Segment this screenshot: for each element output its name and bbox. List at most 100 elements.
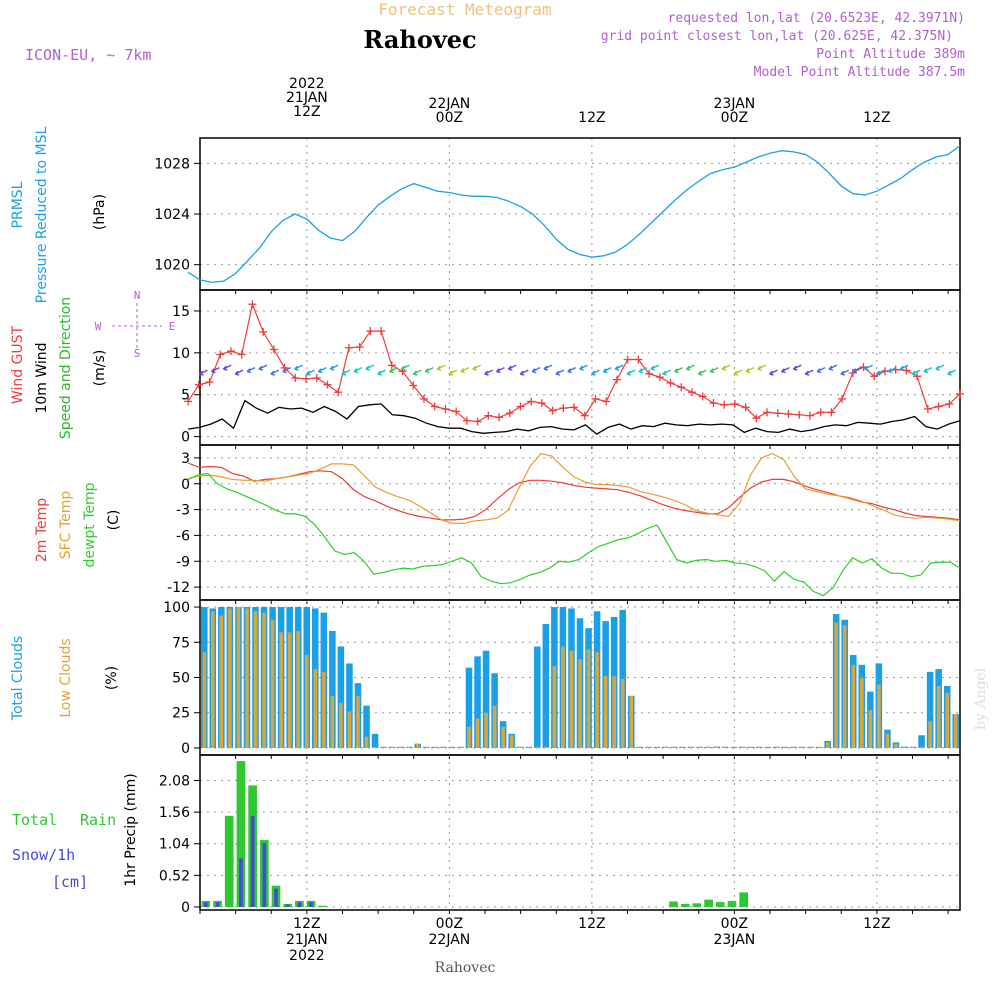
total-cloud-bar [534,646,541,748]
low-cloud-bar [219,615,224,748]
dewpt-label: dewpt Temp [82,482,98,567]
time-label-bottom: 23JAN [714,932,756,948]
total-cloud-bar [926,671,934,748]
wind-direction-arrow [507,364,517,371]
snow-bar [250,815,255,907]
pressure-line [187,145,961,284]
wind-direction-arrow [626,369,636,376]
low-cloud-bar [535,746,540,748]
low-cloud-bar [296,631,300,748]
low-cloud-bar [339,702,343,748]
low-cloud-bar [561,646,565,748]
dewpt-line [187,472,961,597]
low-cloud-bar [672,746,676,748]
y-tick-label: 1.56 [159,805,190,821]
snow-bar [309,902,313,907]
wind-direction-arrow [305,369,315,376]
wind-direction-arrow [875,369,885,376]
y-tick-label: 15 [172,304,190,320]
low-cloud-bar [526,746,531,748]
rain-bar [680,903,690,907]
time-label-top: 12Z [863,110,890,126]
total-cloud-bar [346,663,353,748]
snow-bar [297,902,302,907]
low-cloud-bar [595,652,599,748]
low-cloud-bar [262,612,266,748]
low-cloud-bar [757,746,762,748]
low-cloud-bar [552,666,557,748]
temp2m-label: 2m Temp [34,498,50,562]
wind-speed-line [188,399,961,435]
snow-bar [274,888,278,907]
wind-direction-arrow [662,369,672,376]
low-cloud-bar [706,746,710,748]
low-cloud-bar [868,709,873,748]
wind-direction-arrow [210,366,220,374]
wind-direction-arrow [804,369,814,376]
total-cloud-bar [918,735,925,748]
y-tick-label: 25 [172,706,190,722]
panel-wind: 0 5 10 15 N E S W [95,289,964,449]
low-cloud-bar [749,746,753,748]
low-cloud-bar [322,671,326,748]
wind-direction-arrow [816,366,826,374]
rain-label: Rain [80,811,116,829]
low-cloud-bar [877,684,881,748]
wind-direction-arrow [294,364,303,371]
low-cloud-bar [689,746,693,748]
low-cloud-bar [603,676,608,748]
wind-direction-arrow [412,369,422,376]
low-cloud-bar [398,746,403,748]
low-cloud-bar [347,711,352,748]
snow-bar [285,904,290,907]
low-cloud-bar [236,607,241,748]
total-cloud-bar [363,705,370,748]
y-tick-label: 0 [181,900,190,916]
total-cloud-bar [542,623,550,748]
time-label-bottom: 22JAN [429,932,471,948]
wind-direction-arrow [852,366,862,374]
wind-direction-arrow [579,364,588,371]
wind-direction-arrow [377,369,387,376]
compass-s: S [134,347,141,360]
low-cloud-bar [646,746,651,748]
low-cloud-bar [492,705,497,748]
panel-clouds: 0 25 50 75 100 [163,599,961,759]
wind-direction-arrow [697,369,707,376]
pressure-label-2: Pressure Reduced to MSL [34,126,50,303]
wind-direction-arrow [567,366,577,374]
low-cloud-bar [356,695,360,748]
pressure-label-1: PRMSL [10,181,26,228]
low-cloud-bar [714,746,719,748]
total-cloud-bar [474,656,481,748]
wind-direction-arrow [780,366,790,374]
total-cloud-bar [329,631,336,748]
low-cloud-bar [304,654,309,748]
wind-direction-arrow [282,366,292,374]
rain-bar [739,892,749,907]
low-cloud-bar [202,652,207,748]
low-cloud-bar [842,625,847,748]
wind-direction-arrow [460,366,470,374]
low-cloud-bar [655,746,659,748]
low-cloud-bar [578,659,582,748]
time-label-bottom: 00Z [436,916,463,932]
time-label-top: 12Z [578,110,605,126]
rain-bar [236,761,246,907]
y-tick-label: 100 [163,600,190,616]
low-cloud-bar [467,726,471,748]
low-cloud-bar [433,746,437,748]
low-cloud-bar [569,650,574,748]
snow-bar [239,858,243,907]
wind-direction-arrow [840,369,850,376]
time-label-bottom: 12Z [578,916,605,932]
wind-direction-arrow [424,366,434,374]
y-tick-label: 10 [172,346,190,362]
precip-axis-label: 1hr Precip (mm) [123,773,139,886]
low-cloud-bar [364,736,369,748]
wind-direction-arrow [733,369,743,376]
point-altitude: Point Altitude 389m [816,47,965,62]
wind-direction-arrow [531,366,541,374]
wind-direction-arrow [222,364,232,371]
